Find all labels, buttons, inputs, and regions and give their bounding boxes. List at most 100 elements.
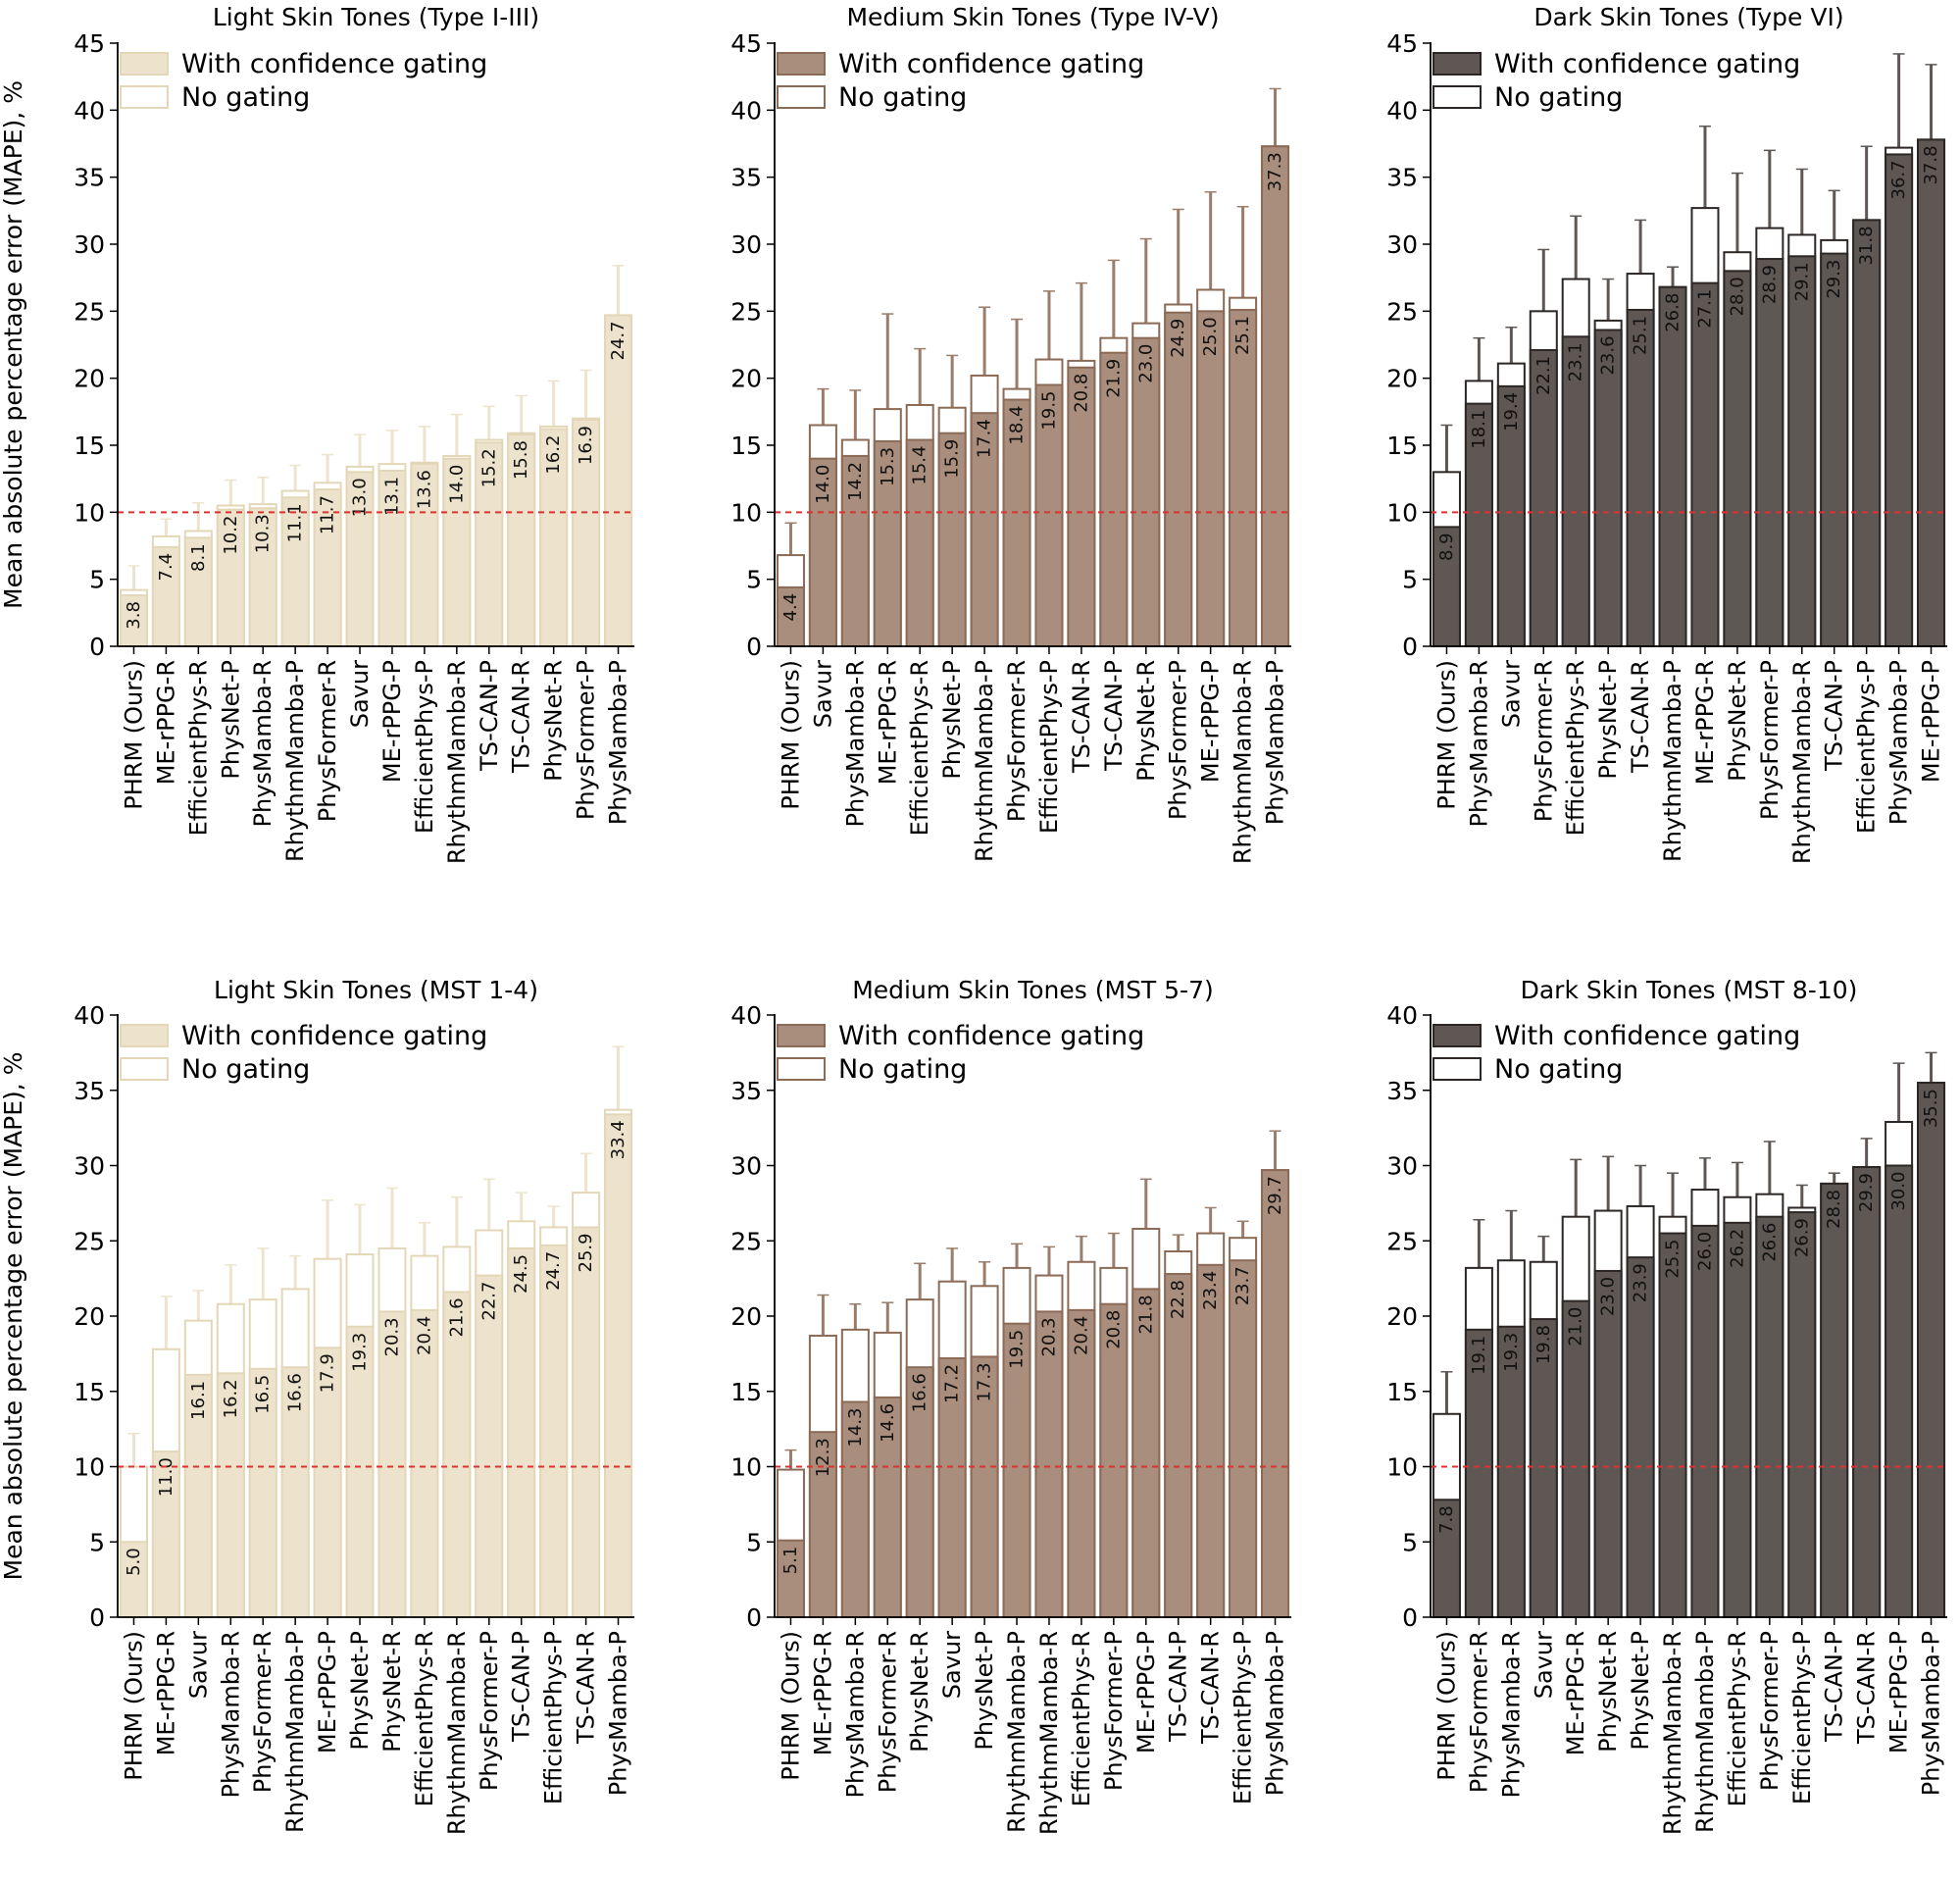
bar-with-gating (1034, 1310, 1064, 1619)
y-axis-label: Mean absolute percentage error (MAPE), % (0, 1052, 27, 1581)
bar-with-gating (475, 441, 504, 647)
legend-label-gated: With confidence gating (1494, 49, 1800, 79)
x-tick-label: PhysFormer-R (874, 1631, 901, 1793)
bar-value-label: 14.3 (845, 1407, 866, 1447)
bar-with-gating (475, 1274, 504, 1619)
bar-value-label: 19.8 (1533, 1325, 1554, 1364)
x-tick-label: PHRM (Ours) (1432, 1631, 1460, 1781)
bar-with-gating (1067, 366, 1096, 647)
bar-value-label: 17.9 (318, 1353, 338, 1393)
x-tick-label: ME-rPPG-P (1885, 1631, 1913, 1754)
bar-with-gating (1787, 1211, 1817, 1618)
x-tick-label: ME-rPPG-P (378, 660, 406, 783)
chart-title: Light Skin Tones (MST 1-4) (214, 976, 538, 1004)
y-tick-label: 15 (730, 432, 762, 460)
x-tick-label: Savur (809, 660, 836, 728)
x-tick-label: TS-CAN-R (508, 660, 535, 774)
y-tick-label: 40 (74, 96, 105, 125)
x-tick-label: EfficientPhys-P (1853, 660, 1881, 834)
bar-value-label: 13.0 (350, 478, 371, 517)
y-tick-label: 30 (1386, 230, 1418, 259)
x-tick-label: PhysNet-P (1594, 660, 1622, 780)
y-tick-label: 30 (730, 1152, 762, 1181)
y-tick-label: 40 (1386, 96, 1418, 125)
x-tick-label: TS-CAN-P (476, 660, 503, 772)
bar-value-label: 7.8 (1436, 1505, 1457, 1534)
bar-value-label: 23.4 (1200, 1271, 1221, 1310)
x-tick-label: PhysMamba-R (1465, 660, 1492, 827)
x-tick-label: PhysMamba-P (1262, 660, 1289, 825)
y-tick-label: 5 (746, 566, 762, 594)
bar-with-gating (1820, 252, 1849, 647)
x-tick-label: EfficientPhys-R (906, 660, 933, 836)
x-tick-label: TS-CAN-R (1627, 660, 1654, 774)
bar-with-gating (1852, 1166, 1882, 1619)
bar-with-gating (1261, 1169, 1290, 1618)
x-tick-label: RhythmMamba-R (443, 660, 471, 864)
bar-with-gating (1593, 329, 1623, 647)
y-tick-label: 45 (730, 29, 762, 58)
bar-with-gating (1099, 1302, 1129, 1618)
y-tick-label: 30 (730, 230, 762, 259)
x-tick-label: EfficientPhys-R (1068, 1631, 1095, 1806)
legend-label-no-gating: No gating (181, 82, 310, 113)
bar-with-gating (1723, 1221, 1752, 1618)
x-tick-label: PhysNet-P (971, 1631, 998, 1751)
bar-value-label: 19.3 (1501, 1333, 1522, 1372)
bar-value-label: 15.3 (878, 447, 898, 486)
x-tick-label: ME-rPPG-P (314, 1631, 341, 1754)
bar-value-label: 19.5 (1007, 1330, 1028, 1369)
y-tick-label: 35 (1386, 164, 1418, 192)
legend-label-no-gating: No gating (181, 1054, 310, 1085)
bar-value-label: 21.9 (1103, 359, 1124, 398)
bar-value-label: 20.3 (1038, 1317, 1059, 1356)
legend-label-gated: With confidence gating (838, 1021, 1144, 1051)
bar-with-gating (183, 1373, 213, 1618)
x-tick-label: ME-rPPG-R (1562, 1631, 1589, 1755)
bar-value-label: 19.5 (1038, 391, 1059, 431)
bar-with-gating (1820, 1182, 1849, 1619)
bar-value-label: 33.4 (608, 1120, 628, 1159)
x-tick-label: ME-rPPG-R (874, 660, 901, 785)
bar-with-gating (808, 1431, 837, 1618)
x-tick-label: PhysNet-P (1627, 1631, 1654, 1751)
bar-value-label: 23.0 (1135, 344, 1156, 383)
x-tick-label: Savur (1530, 1631, 1557, 1699)
bar-value-label: 16.2 (221, 1379, 241, 1418)
y-tick-label: 20 (1386, 1302, 1418, 1331)
bar-value-label: 3.8 (124, 601, 144, 630)
bar-with-gating (410, 463, 439, 647)
x-tick-label: PhysMamba-R (217, 1631, 244, 1798)
y-tick-label: 35 (74, 1077, 105, 1105)
bar-value-label: 15.9 (942, 439, 963, 479)
bar-with-gating (1196, 1263, 1226, 1619)
bar-value-label: 17.3 (975, 1362, 995, 1401)
bar-with-gating (1002, 1322, 1031, 1619)
chart-title: Medium Skin Tones (Type IV-V) (846, 3, 1219, 31)
bar-with-gating (1690, 281, 1720, 647)
bar-with-gating (1131, 336, 1161, 647)
x-tick-label: PhysMamba-R (841, 660, 869, 827)
bar-value-label: 26.8 (1663, 293, 1684, 332)
bar-value-label: 28.9 (1759, 265, 1780, 304)
x-tick-label: PhysNet-P (346, 1631, 374, 1751)
y-tick-label: 0 (746, 1603, 762, 1632)
bar-value-label: 15.4 (910, 446, 930, 485)
x-tick-label: RhythmMamba-R (1230, 660, 1257, 864)
y-tick-label: 30 (74, 230, 105, 259)
y-tick-label: 40 (74, 1001, 105, 1030)
bar-value-label: 23.0 (1598, 1277, 1619, 1316)
x-tick-label: PhysNet-R (1724, 660, 1751, 782)
x-tick-label: PhysFormer-R (249, 1631, 276, 1793)
bar-with-gating (1099, 351, 1129, 647)
x-tick-label: EfficientPhys-P (540, 1631, 568, 1805)
x-tick-label: EfficientPhys-P (1788, 1631, 1816, 1805)
bar-value-label: 11.0 (156, 1457, 176, 1497)
chart-title: Light Skin Tones (Type I-III) (213, 3, 539, 31)
bar-with-gating (1593, 1269, 1623, 1618)
legend-swatch-no-gating (120, 1057, 169, 1081)
bar-with-gating (937, 432, 967, 648)
bar-value-label: 16.1 (188, 1381, 209, 1420)
bar-value-label: 24.7 (608, 321, 628, 360)
x-tick-label: PhysFormer-P (573, 660, 600, 820)
